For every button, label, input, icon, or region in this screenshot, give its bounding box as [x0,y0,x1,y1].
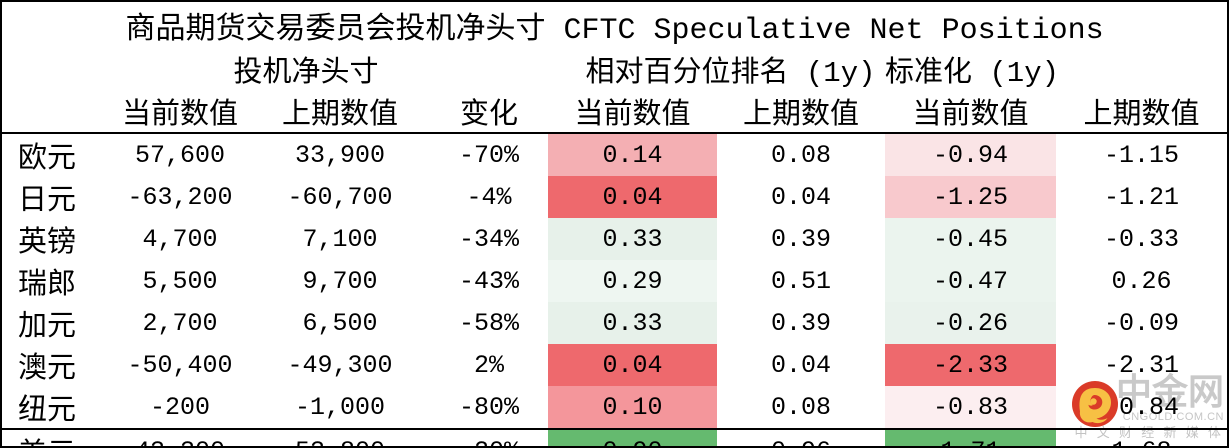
std-previous-cell: -2.31 [1104,350,1180,380]
change-cell: 2% [473,350,504,380]
col-header-pct-previous: 上期数值 [717,90,885,134]
pos-previous-cell: 33,900 [294,140,385,170]
pos-previous-cell: -49,300 [287,350,393,380]
currency-label: 纽元 [18,395,77,428]
pct-previous-cell: 0.08 [770,392,831,422]
empty-cell [1056,48,1227,90]
pct-current-cell: 0.04 [548,176,717,218]
pct-current-cell: 0.10 [548,386,717,429]
pct-previous-cell: 0.39 [770,308,831,338]
pos-current-cell: -50,400 [127,350,233,380]
pct-previous-cell: 0.04 [770,182,831,212]
pct-previous-cell: 0.39 [770,224,831,254]
cngold-logo-icon [1071,380,1119,428]
table-row-usd: 美元 43,300 53,800 -20% 0.90 0.96 1.71 1.6… [2,428,1227,446]
title-row: 商品期货交易委员会投机净头寸 CFTC Speculative Net Posi… [2,2,1227,48]
empty-cell [2,48,110,90]
pct-current-cell: 0.29 [548,260,717,302]
std-previous-cell: 1.68 [1056,428,1227,446]
std-previous-cell: -0.09 [1104,308,1180,338]
table-row-eur: 欧元 57,600 33,900 -70% 0.14 0.08 -0.94 -1… [2,133,1227,176]
col-header-pos-previous: 上期数值 [250,90,430,134]
currency-label: 英镑 [18,227,77,260]
std-current-cell: -0.94 [885,133,1056,176]
pos-current-cell: -200 [149,392,210,422]
pos-current-cell: 4,700 [142,224,218,254]
std-previous-cell: 0.26 [1111,266,1172,296]
pos-previous-cell: 53,800 [250,428,430,446]
table-row-cad: 加元 2,700 6,500 -58% 0.33 0.39 -0.26 -0.0… [2,302,1227,344]
currency-label: 加元 [18,311,77,344]
table-row-chf: 瑞郎 5,500 9,700 -43% 0.29 0.51 -0.47 0.26 [2,260,1227,302]
group-header-positions: 投机净头寸 [233,57,379,90]
std-current-cell: -0.47 [885,260,1056,302]
std-previous-cell: -1.21 [1104,182,1180,212]
pos-current-cell: 57,600 [134,140,225,170]
currency-label: 日元 [18,185,77,218]
pos-previous-cell: 7,100 [302,224,378,254]
table-title: 商品期货交易委员会投机净头寸 CFTC Speculative Net Posi… [125,13,1104,48]
currency-label: 美元 [2,428,110,446]
table-row-aud: 澳元 -50,400 -49,300 2% 0.04 0.04 -2.33 -2… [2,344,1227,386]
pos-current-cell: 5,500 [142,266,218,296]
table-row-gbp: 英镑 4,700 7,100 -34% 0.33 0.39 -0.45 -0.3… [2,218,1227,260]
pct-previous-cell: 0.08 [770,140,831,170]
pos-previous-cell: -1,000 [294,392,385,422]
col-header-pos-current: 当前数值 [110,90,250,134]
std-current-cell: 1.71 [885,428,1056,446]
col-header-std-previous: 上期数值 [1056,90,1227,134]
pct-current-cell: 0.33 [548,218,717,260]
empty-cell [2,90,110,134]
change-cell: -70% [458,140,519,170]
pos-previous-cell: 9,700 [302,266,378,296]
change-cell: -34% [458,224,519,254]
pct-previous-cell: 0.04 [770,350,831,380]
pct-previous-cell: 0.96 [717,428,885,446]
col-header-change: 变化 [430,90,548,134]
change-cell: -80% [458,392,519,422]
currency-label: 澳元 [18,353,77,386]
pct-current-cell: 0.33 [548,302,717,344]
pct-current-cell: 0.04 [548,344,717,386]
pos-previous-cell: 6,500 [302,308,378,338]
std-current-cell: -2.33 [885,344,1056,386]
group-header-row: 投机净头寸 相对百分位排名 (1y) 标准化 (1y) [2,48,1227,90]
group-header-standardized: 标准化 (1y) [885,57,1056,90]
watermark-brand: 中金网 [1115,372,1224,412]
pos-previous-cell: -60,700 [287,182,393,212]
pct-current-cell: 0.14 [548,133,717,176]
table-row-nzd: 纽元 -200 -1,000 -80% 0.10 0.08 -0.83 -0.8… [2,386,1227,429]
std-current-cell: -1.25 [885,176,1056,218]
watermark-domain: CNGOLD.COM.CN [1122,411,1224,423]
group-header-percentile: 相对百分位排名 (1y) [585,57,876,90]
table-row-jpy: 日元 -63,200 -60,700 -4% 0.04 0.04 -1.25 -… [2,176,1227,218]
currency-label: 欧元 [18,143,77,176]
pos-current-cell: -63,200 [127,182,233,212]
pct-current-cell: 0.90 [548,428,717,446]
col-header-pct-current: 当前数值 [548,90,717,134]
col-header-std-current: 当前数值 [885,90,1056,134]
change-cell: -4% [466,182,512,212]
std-current-cell: -0.83 [885,386,1056,429]
column-header-row: 当前数值 上期数值 变化 当前数值 上期数值 当前数值 上期数值 [2,90,1227,134]
pos-current-cell: 2,700 [142,308,218,338]
std-previous-cell: -1.15 [1104,140,1180,170]
change-cell: -20% [430,428,548,446]
pct-previous-cell: 0.51 [770,266,831,296]
std-current-cell: -0.45 [885,218,1056,260]
std-current-cell: -0.26 [885,302,1056,344]
currency-label: 瑞郎 [18,269,77,302]
change-cell: -43% [458,266,519,296]
std-previous-cell: -0.33 [1104,224,1180,254]
pos-current-cell: 43,300 [110,428,250,446]
change-cell: -58% [458,308,519,338]
